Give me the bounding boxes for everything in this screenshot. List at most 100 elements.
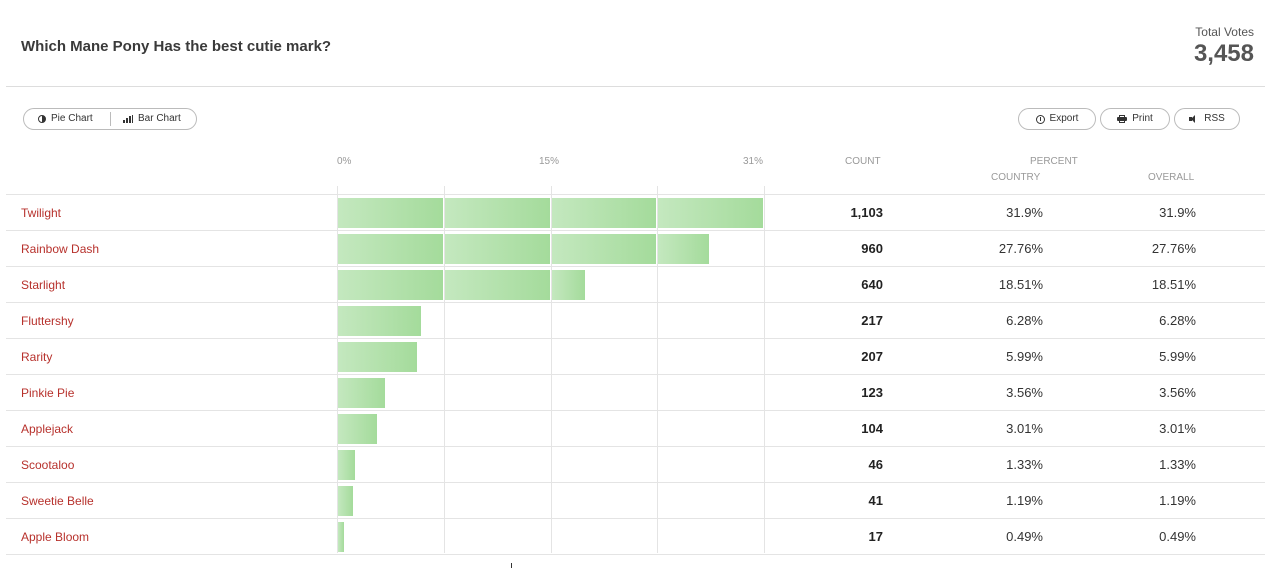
row-divider	[6, 410, 1265, 411]
vote-count: 217	[861, 313, 883, 328]
axis-tick-label: 0%	[337, 156, 352, 167]
bar-chart-label: Bar Chart	[138, 113, 181, 124]
option-label[interactable]: Scootaloo	[21, 458, 75, 472]
country-percent: 3.01%	[1006, 421, 1043, 436]
country-percent: 18.51%	[998, 277, 1043, 292]
bar	[338, 522, 344, 552]
overall-percent: 31.9%	[1159, 205, 1196, 220]
overall-percent: 27.76%	[1151, 241, 1196, 256]
bar-segment	[338, 486, 353, 516]
country-percent: 31.9%	[1006, 205, 1043, 220]
half-circle-icon	[38, 115, 46, 123]
country-percent: 1.33%	[1006, 457, 1043, 472]
bar-segment	[444, 234, 550, 264]
overall-percent: 1.33%	[1159, 457, 1196, 472]
country-percent: 0.49%	[1006, 529, 1043, 544]
scroll-tick	[511, 563, 512, 568]
overall-percent: 1.19%	[1159, 493, 1196, 508]
row-divider	[6, 554, 1265, 555]
row-divider	[6, 302, 1265, 303]
option-label[interactable]: Apple Bloom	[21, 530, 90, 544]
vote-count: 104	[861, 421, 883, 436]
row-divider	[6, 266, 1265, 267]
bar-segment	[338, 450, 355, 480]
vote-count: 960	[861, 241, 883, 256]
option-label[interactable]: Rarity	[21, 350, 53, 364]
print-label: Print	[1132, 113, 1153, 124]
poll-header: Which Mane Pony Has the best cutie mark?…	[0, 0, 1265, 86]
bar-segment	[551, 234, 657, 264]
rss-label: RSS	[1204, 113, 1225, 124]
bar-chart-button[interactable]: Bar Chart	[123, 109, 181, 129]
bar	[338, 414, 378, 444]
bar	[338, 270, 585, 300]
bar-segment	[338, 234, 443, 264]
option-label[interactable]: Applejack	[21, 422, 74, 436]
bar	[338, 306, 422, 336]
overall-column-header: OVERALL	[1148, 172, 1195, 183]
export-label: Export	[1049, 113, 1079, 124]
total-votes-value: 3,458	[1193, 40, 1254, 67]
bar-segment	[551, 198, 657, 228]
bar-segment	[338, 198, 443, 228]
country-percent: 3.56%	[1006, 385, 1043, 400]
grid-line	[764, 186, 765, 553]
option-label[interactable]: Twilight	[21, 206, 62, 220]
overall-percent: 3.01%	[1159, 421, 1196, 436]
bar-segment	[338, 306, 422, 336]
header-divider	[6, 86, 1265, 87]
bar	[338, 486, 353, 516]
bar-segment	[658, 198, 763, 228]
row-divider	[6, 482, 1265, 483]
bar-segment	[338, 342, 418, 372]
option-label[interactable]: Starlight	[21, 278, 66, 292]
bar-segment	[338, 270, 443, 300]
overall-percent: 3.56%	[1159, 385, 1196, 400]
bar-segment	[338, 414, 378, 444]
bar-segment	[444, 270, 550, 300]
table-header-divider	[6, 194, 1265, 195]
axis-tick-label: 15%	[539, 156, 560, 167]
grid-line	[657, 186, 658, 553]
speaker-icon	[1189, 115, 1199, 123]
toggle-divider	[110, 112, 111, 126]
rss-button[interactable]: RSS	[1174, 108, 1240, 130]
overall-percent: 18.51%	[1151, 277, 1196, 292]
vote-count: 17	[868, 529, 883, 544]
row-divider	[6, 230, 1265, 231]
bar	[338, 450, 355, 480]
vote-count: 1,103	[850, 205, 883, 220]
print-button[interactable]: Print	[1100, 108, 1170, 130]
axis-tick-label: 31%	[743, 156, 764, 167]
grid-line	[551, 186, 552, 553]
total-votes-label: Total Votes	[1195, 25, 1254, 39]
vote-count: 207	[861, 349, 883, 364]
vote-count: 41	[868, 493, 883, 508]
export-button[interactable]: Export	[1018, 108, 1096, 130]
pie-chart-button[interactable]: Pie Chart	[38, 109, 93, 129]
row-divider	[6, 374, 1265, 375]
bar-segment	[551, 270, 585, 300]
bar-segment	[338, 378, 385, 408]
vote-count: 46	[868, 457, 883, 472]
bar-chart-icon	[123, 115, 133, 123]
chart-type-toggle: Pie Chart Bar Chart	[23, 108, 197, 130]
count-column-header: COUNT	[845, 156, 881, 167]
row-divider	[6, 518, 1265, 519]
option-label[interactable]: Rainbow Dash	[21, 242, 100, 256]
bar	[338, 198, 764, 228]
option-label[interactable]: Sweetie Belle	[21, 494, 94, 508]
country-percent: 27.76%	[998, 241, 1043, 256]
bar	[338, 378, 385, 408]
option-label[interactable]: Pinkie Pie	[21, 386, 75, 400]
grid-line	[337, 186, 338, 553]
pie-chart-label: Pie Chart	[51, 113, 93, 124]
bar	[338, 342, 418, 372]
row-divider	[6, 446, 1265, 447]
percent-column-header: PERCENT	[1030, 156, 1078, 167]
poll-question: Which Mane Pony Has the best cutie mark?	[21, 38, 332, 55]
vote-count: 640	[861, 277, 883, 292]
vote-count: 123	[861, 385, 883, 400]
option-label[interactable]: Fluttershy	[21, 314, 74, 328]
bar-segment	[444, 198, 550, 228]
